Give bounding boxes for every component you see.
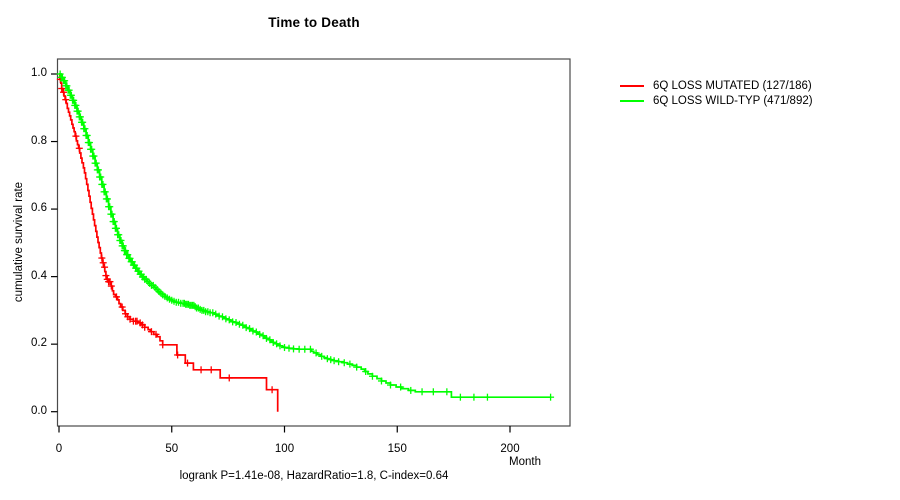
legend-line-wildtype bbox=[620, 99, 644, 102]
legend-label-mutated: 6Q LOSS MUTATED (127/186) bbox=[653, 79, 812, 92]
x-tick-label: 50 bbox=[165, 443, 179, 455]
legend-line-mutated bbox=[620, 84, 644, 87]
y-axis-title: cumulative survival rate bbox=[13, 181, 25, 303]
stats-annotation: logrank P=1.41e-08, HazardRatio=1.8, C-i… bbox=[179, 470, 449, 482]
y-tick-label: 0.4 bbox=[31, 269, 47, 282]
survival-curve-mutated bbox=[59, 73, 279, 412]
y-tick-label: 0.8 bbox=[31, 134, 47, 147]
x-tick-label: 200 bbox=[500, 443, 520, 455]
y-tick-label: 0.0 bbox=[31, 404, 47, 417]
x-tick-label: 100 bbox=[274, 443, 295, 455]
legend-item-mutated: 6Q LOSS MUTATED (127/186) bbox=[620, 78, 890, 93]
x-axis-title: Month bbox=[509, 456, 541, 468]
y-tick-label: 1.0 bbox=[31, 67, 47, 79]
y-tick-label: 0.6 bbox=[31, 202, 47, 215]
legend-label-wildtype: 6Q LOSS WILD-TYP (471/892) bbox=[653, 94, 813, 107]
x-tick-label: 150 bbox=[387, 443, 407, 455]
legend-item-wildtype: 6Q LOSS WILD-TYP (471/892) bbox=[620, 93, 890, 108]
y-tick-label: 0.2 bbox=[31, 337, 47, 350]
legend: 6Q LOSS MUTATED (127/186) 6Q LOSS WILD-T… bbox=[620, 78, 890, 108]
plot-title: Time to Death bbox=[268, 15, 360, 30]
plot-box bbox=[56, 58, 571, 427]
x-tick-label: 0 bbox=[55, 443, 63, 455]
